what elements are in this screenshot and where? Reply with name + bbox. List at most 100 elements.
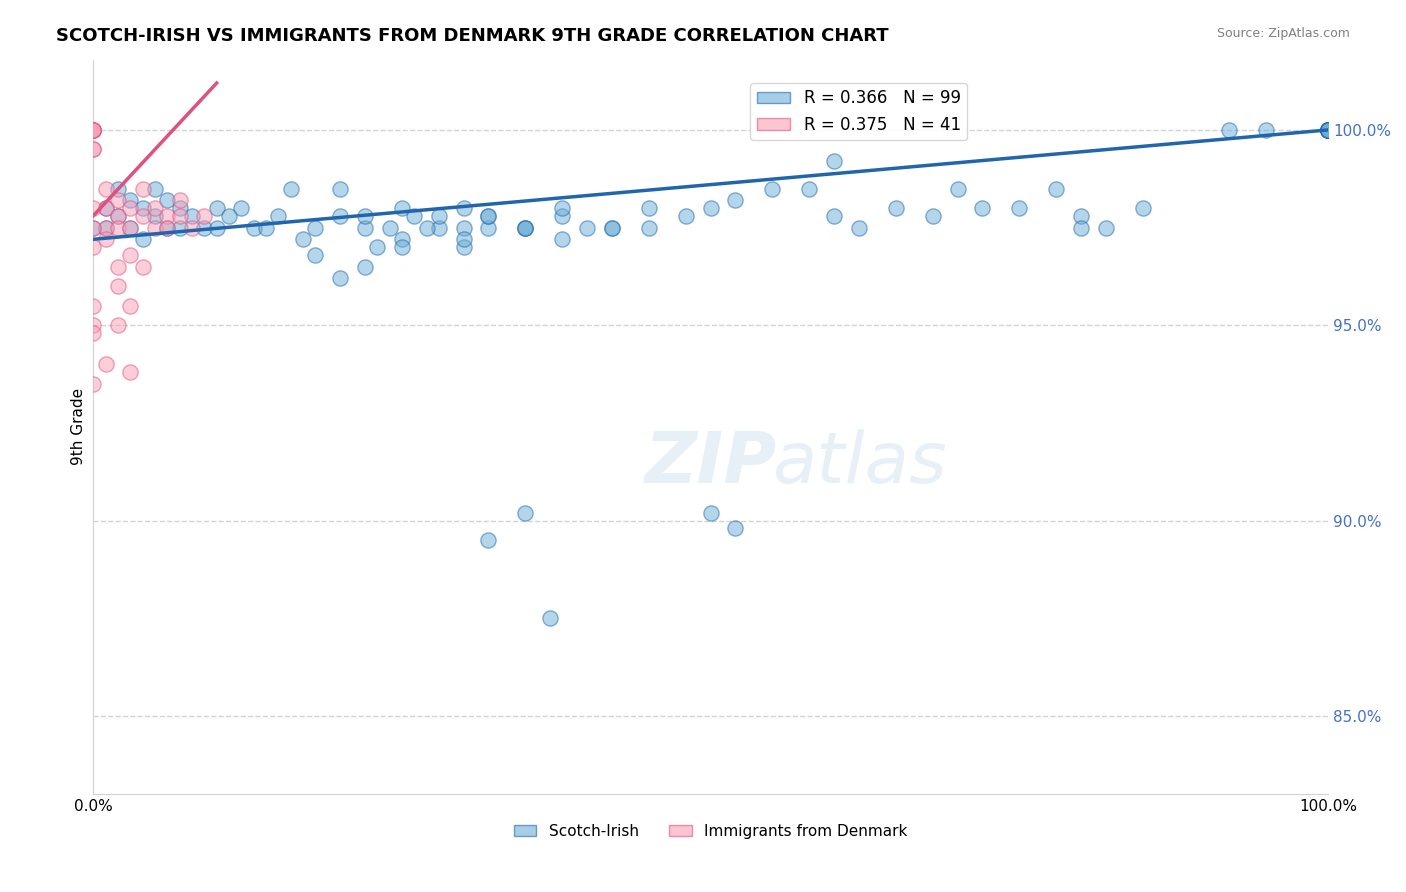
Point xyxy=(120,220,142,235)
Point xyxy=(724,521,747,535)
Point xyxy=(107,193,129,207)
Point xyxy=(231,201,253,215)
Point xyxy=(1095,220,1118,235)
Point xyxy=(1317,123,1340,137)
Point xyxy=(354,260,377,274)
Point xyxy=(94,201,117,215)
Text: Source: ZipAtlas.com: Source: ZipAtlas.com xyxy=(1216,27,1350,40)
Point xyxy=(391,240,413,254)
Point xyxy=(848,220,870,235)
Point xyxy=(280,181,302,195)
Point xyxy=(1317,123,1340,137)
Point xyxy=(515,220,537,235)
Point xyxy=(82,123,104,137)
Point xyxy=(1317,123,1340,137)
Point xyxy=(699,506,721,520)
Point xyxy=(453,232,475,246)
Point xyxy=(181,220,204,235)
Point xyxy=(1317,123,1340,137)
Point xyxy=(82,326,104,340)
Point xyxy=(82,220,104,235)
Point xyxy=(366,240,388,254)
Point xyxy=(82,123,104,137)
Point xyxy=(131,232,153,246)
Point xyxy=(551,209,574,223)
Point xyxy=(193,209,215,223)
Point xyxy=(143,220,166,235)
Point xyxy=(1317,123,1340,137)
Text: ZIP: ZIP xyxy=(644,429,776,498)
Point xyxy=(477,533,499,547)
Y-axis label: 9th Grade: 9th Grade xyxy=(72,388,86,466)
Point xyxy=(143,209,166,223)
Point xyxy=(477,209,499,223)
Point xyxy=(538,611,561,625)
Point xyxy=(1008,201,1031,215)
Point xyxy=(391,201,413,215)
Point xyxy=(107,318,129,333)
Point xyxy=(329,209,352,223)
Point xyxy=(329,271,352,285)
Point xyxy=(94,220,117,235)
Point xyxy=(1070,220,1092,235)
Point xyxy=(82,123,104,137)
Point xyxy=(675,209,697,223)
Point xyxy=(169,201,191,215)
Point xyxy=(972,201,994,215)
Point xyxy=(1317,123,1340,137)
Point xyxy=(415,220,437,235)
Point xyxy=(169,193,191,207)
Point xyxy=(576,220,599,235)
Point xyxy=(1070,209,1092,223)
Point xyxy=(1317,123,1340,137)
Point xyxy=(515,220,537,235)
Point xyxy=(82,376,104,391)
Text: atlas: atlas xyxy=(772,429,946,498)
Point xyxy=(82,123,104,137)
Point xyxy=(551,201,574,215)
Point xyxy=(453,201,475,215)
Point xyxy=(724,193,747,207)
Point xyxy=(120,201,142,215)
Point xyxy=(515,220,537,235)
Point xyxy=(1218,123,1240,137)
Point xyxy=(156,220,179,235)
Point xyxy=(699,201,721,215)
Point xyxy=(427,220,450,235)
Point xyxy=(761,181,783,195)
Text: SCOTCH-IRISH VS IMMIGRANTS FROM DENMARK 9TH GRADE CORRELATION CHART: SCOTCH-IRISH VS IMMIGRANTS FROM DENMARK … xyxy=(56,27,889,45)
Point xyxy=(82,299,104,313)
Point xyxy=(453,220,475,235)
Point xyxy=(156,209,179,223)
Point xyxy=(205,220,228,235)
Point xyxy=(1317,123,1340,137)
Point xyxy=(181,209,204,223)
Point xyxy=(427,209,450,223)
Point xyxy=(205,201,228,215)
Point xyxy=(799,181,821,195)
Point xyxy=(193,220,215,235)
Point xyxy=(120,193,142,207)
Point xyxy=(600,220,623,235)
Point xyxy=(884,201,907,215)
Point xyxy=(600,220,623,235)
Point xyxy=(1317,123,1340,137)
Point xyxy=(242,220,264,235)
Point xyxy=(156,193,179,207)
Point xyxy=(823,209,845,223)
Point xyxy=(94,357,117,371)
Point xyxy=(107,220,129,235)
Point xyxy=(1132,201,1154,215)
Point xyxy=(120,220,142,235)
Point xyxy=(82,143,104,157)
Point xyxy=(218,209,240,223)
Point xyxy=(169,209,191,223)
Point xyxy=(551,232,574,246)
Point xyxy=(1317,123,1340,137)
Point xyxy=(515,506,537,520)
Point xyxy=(143,201,166,215)
Point xyxy=(107,181,129,195)
Point xyxy=(82,201,104,215)
Point xyxy=(638,201,661,215)
Point xyxy=(477,220,499,235)
